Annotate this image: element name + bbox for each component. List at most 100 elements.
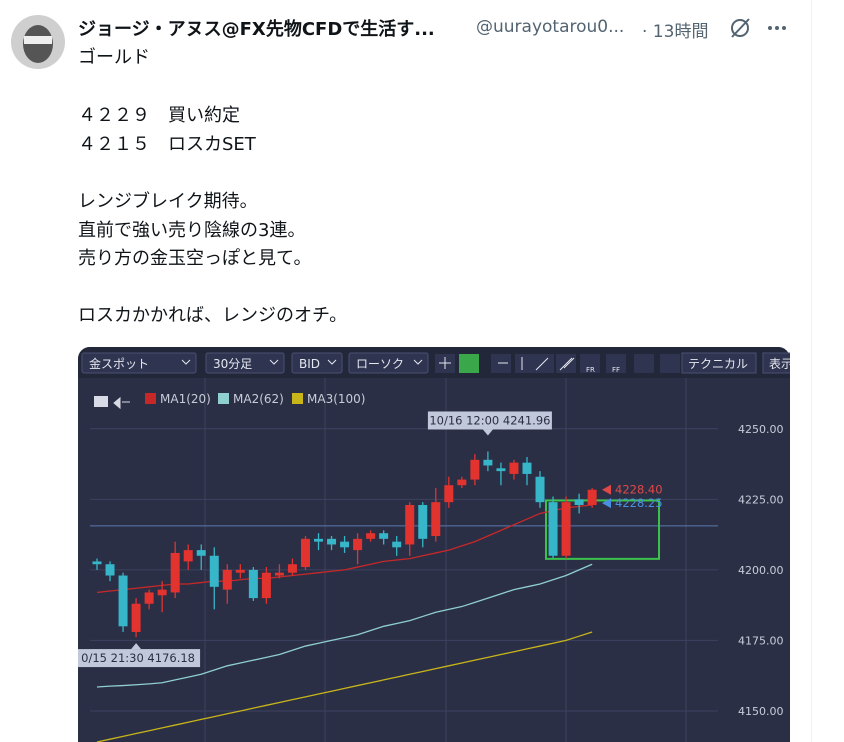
candle-body bbox=[183, 550, 193, 562]
icon-text: FF bbox=[612, 366, 620, 374]
paragraph: ロスカかかれば、レンジのオチ。 bbox=[78, 302, 347, 331]
range-box bbox=[545, 499, 660, 560]
button-label: テクニカル bbox=[688, 357, 748, 371]
candle-body bbox=[287, 564, 297, 573]
text-line: ゴールド bbox=[78, 47, 150, 68]
tool-button[interactable] bbox=[660, 354, 680, 373]
tool-button[interactable] bbox=[634, 354, 654, 373]
candle-body bbox=[105, 564, 115, 576]
candle-body bbox=[535, 476, 545, 503]
legend-swatch bbox=[145, 393, 156, 404]
tool-button[interactable] bbox=[580, 354, 600, 373]
candle-body bbox=[92, 561, 102, 565]
candle-body bbox=[196, 550, 206, 556]
ma-line bbox=[96, 563, 593, 688]
tool-button[interactable] bbox=[515, 354, 535, 373]
tool-button[interactable] bbox=[459, 354, 479, 373]
dropdown-arrow bbox=[269, 359, 279, 365]
y-tick-label: 4225.00 bbox=[738, 493, 784, 506]
tool-button[interactable] bbox=[762, 352, 790, 374]
text-line: レンジブレイク期待。 bbox=[78, 191, 258, 212]
y-tick-label: 4150.00 bbox=[738, 705, 784, 718]
tool-button[interactable] bbox=[606, 354, 626, 373]
text-line: ４２１５ ロスカSET bbox=[78, 133, 256, 155]
legend-swatch bbox=[218, 393, 229, 404]
tool-button[interactable] bbox=[681, 352, 757, 374]
price-arrow bbox=[602, 498, 611, 509]
annotation-label: 10/16 12:00 4241.96 bbox=[429, 413, 550, 427]
legend-label: MA3(100) bbox=[307, 392, 365, 406]
paragraph: ４２２９ 買い約定 ４２１５ ロスカSET bbox=[78, 102, 256, 159]
paragraph: レンジブレイク期待。 直前で強い売り陰線の3連。 売り方の金玉空っぽと見て。 bbox=[78, 188, 311, 274]
candle-body bbox=[353, 538, 363, 551]
y-tick-label: 4250.00 bbox=[738, 423, 784, 436]
button-label: 表示 bbox=[769, 357, 790, 371]
candle-body bbox=[457, 479, 467, 486]
dropdown-arrow bbox=[181, 359, 191, 365]
candle-body bbox=[522, 462, 532, 474]
dropdown-label: BID bbox=[299, 357, 320, 371]
price-arrow bbox=[602, 484, 611, 495]
handle[interactable]: @uurayotarou0... bbox=[476, 17, 625, 37]
dropdown[interactable] bbox=[348, 352, 429, 374]
candle-body bbox=[248, 569, 258, 599]
annotation-pointer bbox=[482, 429, 493, 436]
dropdown-label: ローソク bbox=[356, 357, 404, 371]
candle-body bbox=[261, 572, 271, 599]
y-tick-label: 4200.00 bbox=[738, 564, 784, 577]
candle-body bbox=[144, 592, 154, 604]
avatar[interactable] bbox=[10, 14, 66, 70]
candle-body bbox=[431, 502, 441, 537]
price-label: 4228.25 bbox=[615, 496, 663, 510]
annotation-label: 0/15 21:30 4176.18 bbox=[81, 651, 195, 665]
candle-body bbox=[209, 555, 219, 587]
annotation-box bbox=[427, 411, 552, 430]
candle-body bbox=[548, 502, 558, 556]
candle-body bbox=[405, 504, 415, 545]
annotation-box bbox=[78, 649, 201, 668]
candle-body bbox=[587, 489, 597, 505]
y-tick-label: 4175.00 bbox=[738, 634, 784, 647]
candle-body bbox=[366, 533, 376, 539]
candle-body bbox=[483, 459, 493, 466]
dropdown[interactable] bbox=[291, 352, 343, 374]
dropdown-arrow bbox=[413, 359, 423, 365]
candle-body bbox=[235, 569, 245, 573]
paragraph: ゴールド bbox=[78, 44, 150, 73]
text-line: 売り方の金玉空っぽと見て。 bbox=[78, 248, 312, 269]
icons[interactable] bbox=[728, 16, 792, 40]
candle-body bbox=[444, 485, 454, 503]
candle-body bbox=[509, 462, 519, 474]
tool-button[interactable] bbox=[534, 354, 554, 373]
candle-body bbox=[379, 533, 389, 539]
legend-label: MA2(62) bbox=[233, 392, 284, 406]
dropdown[interactable] bbox=[205, 352, 285, 374]
candle-body bbox=[131, 603, 141, 632]
candle-body bbox=[222, 569, 232, 590]
candle-body bbox=[327, 538, 337, 545]
candle-body bbox=[418, 504, 428, 539]
candle-body bbox=[574, 499, 584, 505]
icon-text: FR bbox=[586, 366, 595, 374]
candle-body bbox=[392, 541, 402, 548]
tool-icons bbox=[439, 357, 575, 371]
chart-image[interactable]: 10/16 12:00 4241.96 0/15 21:30 4176.18 金ス… bbox=[78, 347, 790, 742]
price-label: 4228.40 bbox=[615, 483, 663, 497]
column-border bbox=[811, 0, 812, 742]
candle-body bbox=[470, 459, 480, 480]
candle-body bbox=[274, 572, 284, 576]
candle-body bbox=[496, 468, 506, 472]
candle-body bbox=[314, 538, 324, 542]
author-name[interactable]: ジョージ・アヌス@FX先物CFDで生活す... bbox=[78, 19, 435, 40]
text-line: ４２２９ 買い約定 bbox=[78, 105, 240, 126]
legend-icon bbox=[94, 396, 108, 407]
timestamp[interactable]: · 13時間 bbox=[642, 22, 709, 42]
dropdown-label: 金スポット bbox=[89, 356, 149, 371]
legend-icon bbox=[113, 396, 130, 410]
annotation-pointer bbox=[131, 643, 142, 650]
candle-body bbox=[170, 552, 180, 593]
legend-label: MA1(20) bbox=[160, 392, 211, 406]
dropdown[interactable] bbox=[81, 352, 197, 374]
candle-body bbox=[157, 589, 167, 596]
